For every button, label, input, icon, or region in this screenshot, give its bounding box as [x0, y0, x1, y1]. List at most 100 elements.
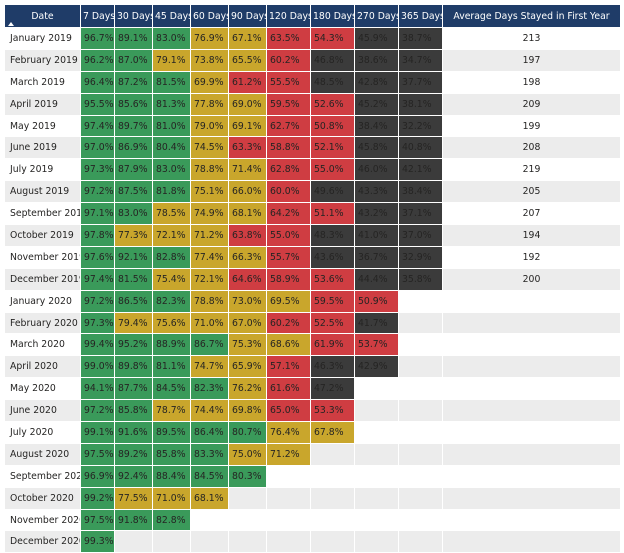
retention-cell: 96.2%: [80, 48, 115, 72]
retention-cell: 89.1%: [114, 27, 153, 50]
empty-cell: [398, 377, 443, 401]
date-cell: February 2019: [4, 48, 81, 72]
empty-cell: [310, 486, 355, 510]
retention-cell: 52.6%: [310, 92, 355, 116]
date-cell: August 2019: [4, 180, 81, 204]
retention-cell: 65.0%: [266, 399, 311, 423]
retention-cell: 97.1%: [80, 202, 115, 226]
retention-cell: 96.7%: [80, 27, 115, 50]
retention-cell: 36.7%: [354, 245, 399, 269]
retention-cell: 73.8%: [190, 48, 229, 72]
retention-cell: 77.5%: [114, 486, 153, 510]
retention-cell: 97.5%: [80, 508, 115, 532]
average-days-cell: [442, 333, 621, 357]
empty-cell: [398, 486, 443, 510]
retention-cell: 99.3%: [80, 530, 115, 553]
column-header-90-days[interactable]: 90 Days: [228, 4, 267, 28]
table-row: December 2019 97.4% 81.5% 75.4% 72.1% 64.6% 58…: [4, 267, 621, 291]
retention-cell: 51.1%: [310, 202, 355, 226]
retention-cell: 68.1%: [228, 202, 267, 226]
retention-cell: 82.3%: [152, 289, 191, 313]
retention-cell: 54.3%: [310, 27, 355, 50]
retention-cell: 73.0%: [228, 289, 267, 313]
column-header-date[interactable]: Date: [4, 4, 81, 28]
retention-cell: 95.2%: [114, 333, 153, 357]
column-header-30-days[interactable]: 30 Days: [114, 4, 153, 28]
retention-cell: 57.1%: [266, 355, 311, 379]
empty-cell: [310, 508, 355, 532]
retention-cell: 53.3%: [310, 399, 355, 423]
retention-cell: 37.1%: [398, 202, 443, 226]
retention-cell: 67.8%: [310, 421, 355, 444]
retention-cell: 81.1%: [152, 355, 191, 379]
retention-cell: 97.2%: [80, 289, 115, 313]
retention-cell: 87.7%: [114, 377, 153, 401]
retention-cell: 52.1%: [310, 136, 355, 160]
retention-cell: 92.4%: [114, 464, 153, 488]
column-header-180-days[interactable]: 180 Days: [310, 4, 355, 28]
retention-cell: 97.5%: [80, 442, 115, 466]
table-row: February 2019 96.2% 87.0% 79.1% 73.8% 65.5% 60…: [4, 48, 621, 72]
average-days-cell: [442, 377, 621, 401]
empty-cell: [354, 530, 399, 553]
average-days-cell: 198: [442, 70, 621, 94]
retention-cell: 78.7%: [152, 399, 191, 423]
retention-cell: 68.1%: [190, 486, 229, 510]
retention-cell: 63.3%: [228, 136, 267, 160]
retention-cell: 82.8%: [152, 508, 191, 532]
retention-cell: 43.3%: [354, 180, 399, 204]
date-cell: June 2020: [4, 399, 81, 423]
retention-cell: 87.0%: [114, 48, 153, 72]
retention-cell: 58.9%: [266, 267, 311, 291]
retention-cell: 75.3%: [228, 333, 267, 357]
retention-cell: 43.6%: [310, 245, 355, 269]
retention-cell: 32.9%: [398, 245, 443, 269]
retention-cell: 89.8%: [114, 355, 153, 379]
column-header-average-days[interactable]: Average Days Stayed in First Year: [442, 4, 621, 28]
average-days-cell: 208: [442, 136, 621, 160]
column-header-270-days[interactable]: 270 Days: [354, 4, 399, 28]
sort-ascending-icon[interactable]: [8, 22, 14, 26]
average-days-cell: 200: [442, 267, 621, 291]
retention-cell: 37.0%: [398, 224, 443, 247]
retention-cell: 77.3%: [114, 224, 153, 247]
column-header-120-days[interactable]: 120 Days: [266, 4, 311, 28]
date-cell: June 2019: [4, 136, 81, 160]
empty-cell: [354, 421, 399, 444]
retention-cell: 60.2%: [266, 48, 311, 72]
retention-cell: 32.2%: [398, 114, 443, 138]
retention-cell: 64.6%: [228, 267, 267, 291]
retention-cell: 69.0%: [228, 92, 267, 116]
empty-cell: [266, 464, 311, 488]
retention-cell: 40.8%: [398, 136, 443, 160]
retention-cell: 71.2%: [190, 224, 229, 247]
retention-cell: 84.5%: [190, 464, 229, 488]
retention-cell: 89.2%: [114, 442, 153, 466]
retention-cell: 91.8%: [114, 508, 153, 532]
column-header-45-days[interactable]: 45 Days: [152, 4, 191, 28]
average-days-cell: 207: [442, 202, 621, 226]
column-header-365-days[interactable]: 365 Days: [398, 4, 443, 28]
retention-cell: 65.5%: [228, 48, 267, 72]
retention-cell: 45.2%: [354, 92, 399, 116]
retention-cell: 49.6%: [310, 180, 355, 204]
column-header-7-days[interactable]: 7 Days: [80, 4, 115, 28]
retention-cell: 86.5%: [114, 289, 153, 313]
retention-cell: 46.0%: [354, 158, 399, 182]
date-cell: August 2020: [4, 442, 81, 466]
retention-cell: 97.3%: [80, 311, 115, 335]
date-cell: March 2019: [4, 70, 81, 94]
retention-cell: 86.4%: [190, 421, 229, 444]
retention-cell: 38.7%: [398, 27, 443, 50]
table-row: August 2019 97.2% 87.5% 81.8% 75.1% 66.0% 60.0…: [4, 180, 621, 204]
retention-cell: 80.3%: [228, 464, 267, 488]
column-header-60-days[interactable]: 60 Days: [190, 4, 229, 28]
average-days-cell: 213: [442, 27, 621, 50]
retention-cell: 38.4%: [354, 114, 399, 138]
retention-matrix-visual: Date 7 Days 30 Days 45 Days 60 Days 90 D…: [4, 4, 621, 553]
retention-cell: 81.3%: [152, 92, 191, 116]
table-row: March 2020 99.4% 95.2% 88.9% 86.7% 75.3% 68.6%…: [4, 333, 621, 357]
table-row: December 2020 99.3%: [4, 530, 621, 553]
table-row: March 2019 96.4% 87.2% 81.5% 69.9% 61.2% 55.5%…: [4, 70, 621, 94]
retention-cell: 69.1%: [228, 114, 267, 138]
